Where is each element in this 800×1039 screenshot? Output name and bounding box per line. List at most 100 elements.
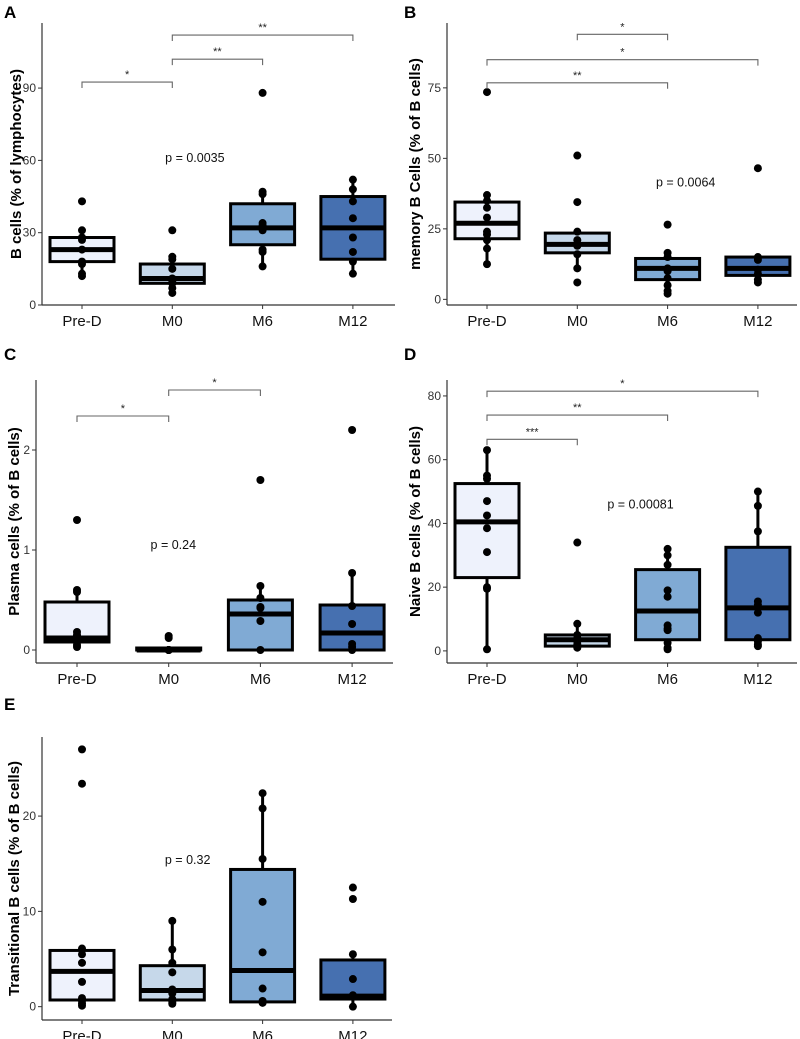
data-point bbox=[348, 247, 357, 256]
data-point bbox=[256, 582, 265, 590]
panel-d: D 0 20 40 60 80 Naive B cells (% of B cells) Pr… bbox=[404, 345, 797, 688]
data-point bbox=[573, 227, 582, 236]
significance-label: * bbox=[620, 21, 625, 33]
data-point bbox=[168, 968, 177, 977]
y-tick-label: 20 bbox=[428, 580, 442, 594]
data-point bbox=[348, 646, 357, 654]
data-point bbox=[753, 255, 762, 264]
data-point bbox=[258, 262, 267, 271]
data-point bbox=[573, 619, 582, 628]
significance-label: *** bbox=[526, 426, 540, 438]
data-point bbox=[73, 516, 81, 524]
data-point bbox=[483, 203, 491, 212]
data-point bbox=[73, 588, 81, 596]
x-tick-label: M6 bbox=[252, 1028, 273, 1039]
data-point bbox=[483, 244, 491, 253]
data-point bbox=[256, 646, 265, 654]
box-pre-d bbox=[48, 745, 116, 1010]
y-tick-label: 60 bbox=[23, 153, 37, 167]
data-point bbox=[483, 236, 491, 245]
x-tick-label: M12 bbox=[743, 671, 772, 688]
box-iqr bbox=[48, 948, 116, 1002]
data-point bbox=[168, 989, 177, 998]
data-point bbox=[753, 608, 762, 617]
y-tick-label: 20 bbox=[23, 809, 37, 823]
data-point bbox=[753, 501, 762, 510]
x-tick-label: Pre-D bbox=[62, 1028, 101, 1039]
y-tick-label: 60 bbox=[428, 453, 442, 467]
p-value-label: p = 0.00081 bbox=[607, 497, 673, 511]
box-pre-d bbox=[453, 446, 521, 654]
significance-bracket bbox=[486, 438, 578, 446]
significance-label: * bbox=[620, 47, 625, 59]
data-point bbox=[573, 538, 582, 547]
y-axis-title: Naive B cells (% of B cells) bbox=[407, 426, 424, 617]
y-tick-label: 75 bbox=[428, 81, 442, 95]
data-point bbox=[258, 247, 267, 256]
data-point bbox=[78, 245, 86, 254]
data-point bbox=[663, 586, 672, 595]
p-value-label: p = 0.32 bbox=[165, 853, 211, 867]
significance-bracket bbox=[81, 81, 173, 89]
data-point bbox=[78, 260, 86, 269]
data-point bbox=[258, 88, 267, 97]
x-tick-label: M6 bbox=[657, 671, 678, 688]
data-point bbox=[483, 230, 491, 239]
x-tick-label: M6 bbox=[250, 671, 271, 688]
data-point bbox=[168, 999, 177, 1008]
p-value-label: p = 0.24 bbox=[151, 538, 197, 552]
p-value-label: p = 0.0064 bbox=[656, 175, 715, 189]
data-point bbox=[168, 945, 177, 954]
y-tick-label: 90 bbox=[23, 81, 37, 95]
data-point bbox=[483, 497, 491, 506]
box-m12 bbox=[724, 164, 792, 287]
significance-bracket bbox=[486, 59, 759, 66]
box-m12 bbox=[318, 426, 386, 654]
box-m12 bbox=[319, 883, 387, 1011]
data-point bbox=[348, 894, 357, 903]
x-tick-label: M12 bbox=[338, 671, 367, 688]
data-point bbox=[348, 991, 357, 1000]
data-point bbox=[348, 426, 357, 434]
data-point bbox=[348, 1002, 357, 1011]
y-tick-label: 40 bbox=[428, 516, 442, 530]
data-point bbox=[168, 255, 177, 264]
data-point bbox=[348, 975, 357, 984]
data-point bbox=[78, 235, 86, 244]
significance-label: * bbox=[620, 378, 625, 390]
data-point bbox=[753, 642, 762, 651]
data-point bbox=[483, 446, 491, 455]
x-tick-label: Pre-D bbox=[467, 313, 506, 330]
data-point bbox=[164, 634, 173, 642]
data-point bbox=[258, 984, 267, 993]
panel-letter: E bbox=[4, 695, 15, 714]
y-axis-title: Transitional B cells (% of B cells) bbox=[6, 761, 23, 996]
significance-label: * bbox=[121, 403, 126, 415]
x-tick-label: M0 bbox=[158, 671, 179, 688]
data-point bbox=[573, 278, 582, 287]
data-point bbox=[256, 594, 265, 602]
data-point bbox=[573, 643, 582, 652]
significance-bracket bbox=[171, 34, 354, 42]
y-axis-title: memory B Cells (% of B cells) bbox=[407, 58, 424, 270]
x-tick-label: Pre-D bbox=[62, 313, 101, 330]
box-m12 bbox=[724, 487, 792, 651]
box-m6 bbox=[229, 789, 297, 1007]
box-m6 bbox=[226, 476, 294, 654]
data-point bbox=[663, 274, 672, 283]
y-axis-title: Plasma cells (% of B cells) bbox=[6, 427, 23, 615]
significance-bracket bbox=[486, 390, 759, 398]
data-point bbox=[348, 257, 357, 266]
y-tick-label: 0 bbox=[29, 1000, 36, 1014]
data-point bbox=[78, 779, 86, 788]
y-tick-label: 50 bbox=[428, 151, 442, 165]
significance-bracket bbox=[168, 389, 261, 396]
box-pre-d bbox=[48, 197, 116, 281]
data-point bbox=[168, 288, 177, 297]
box-m6 bbox=[634, 544, 702, 654]
data-point bbox=[663, 289, 672, 298]
significance-label: ** bbox=[573, 402, 582, 414]
data-point bbox=[663, 253, 672, 262]
